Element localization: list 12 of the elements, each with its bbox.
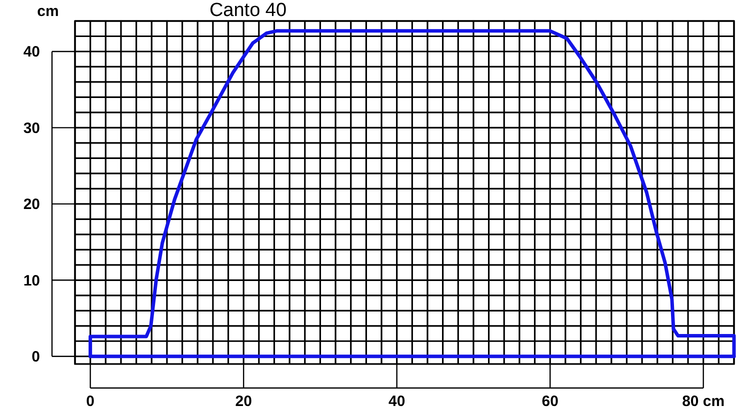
y-tick-label: 30 — [23, 120, 40, 137]
chart-title: Canto 40 — [209, 0, 287, 21]
x-tick-label: 60 — [542, 393, 558, 410]
x-tick-label: 20 — [235, 393, 252, 410]
x-tick-label: 80 cm — [682, 393, 725, 410]
y-tick-label: 10 — [23, 272, 40, 290]
x-tick-label: 40 — [388, 393, 406, 410]
x-tick-label: 0 — [86, 393, 94, 410]
y-tick-label: 40 — [23, 44, 40, 61]
y-axis-title: cm — [37, 3, 59, 20]
y-tick-label: 20 — [23, 196, 40, 214]
y-tick-label: 0 — [32, 348, 40, 366]
